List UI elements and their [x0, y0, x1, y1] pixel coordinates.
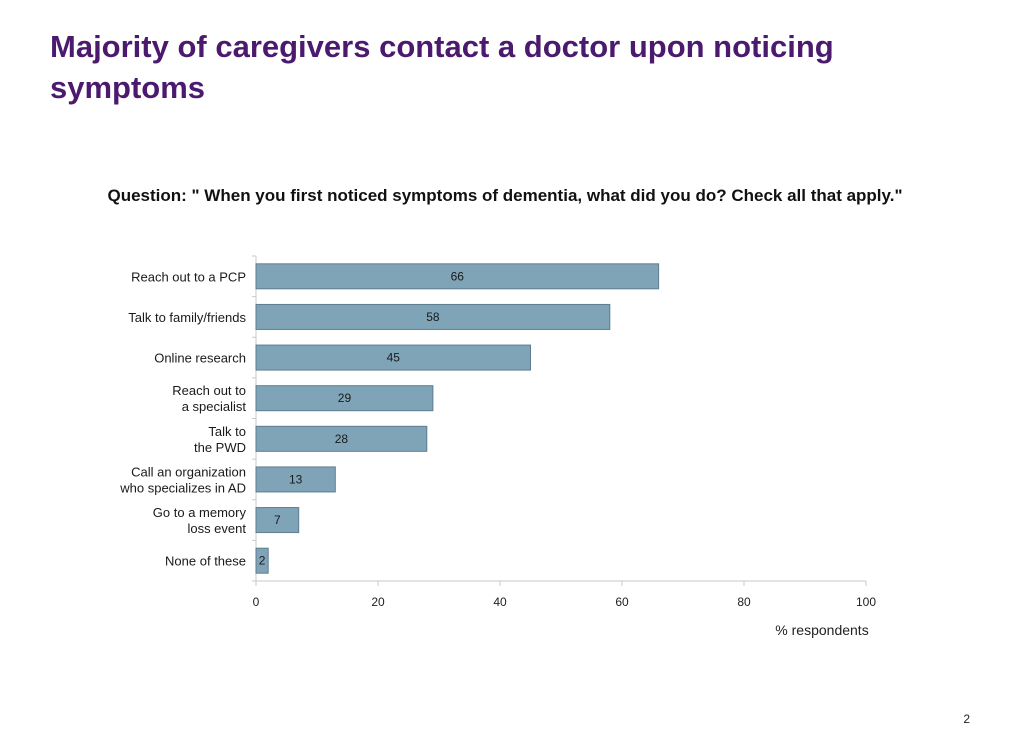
category-label: Reach out to [172, 383, 246, 398]
x-tick-label: 100 [856, 595, 876, 609]
bar [255, 466, 336, 493]
category-label: Call an organization [131, 464, 246, 479]
bar [255, 385, 434, 412]
page-number: 2 [963, 712, 970, 726]
bar-value-label: 7 [274, 513, 281, 527]
category-label: None of these [165, 554, 246, 569]
bar-value-label: 13 [289, 472, 303, 486]
bar-value-label: 45 [387, 351, 401, 365]
bar [255, 547, 269, 574]
chart-title: Question: " When you first noticed sympt… [107, 186, 903, 205]
bar-value-label: 66 [451, 269, 465, 283]
bar-value-label: 58 [426, 310, 440, 324]
category-label: Go to a memory [153, 505, 247, 520]
category-label: Talk to family/friends [128, 310, 246, 325]
bar [255, 303, 611, 330]
category-label: Online research [154, 351, 246, 366]
bar-value-label: 29 [338, 391, 352, 405]
category-label: loss event [187, 521, 246, 536]
category-label: Talk to [208, 424, 246, 439]
x-tick-label: 80 [737, 595, 751, 609]
x-tick-label: 40 [493, 595, 507, 609]
category-label: who specializes in AD [119, 480, 246, 495]
bar [255, 263, 660, 290]
x-tick-label: 60 [615, 595, 629, 609]
bar [255, 425, 428, 452]
slide-title: Majority of caregivers contact a doctor … [50, 29, 834, 105]
x-axis-title: % respondents [775, 622, 868, 638]
bar [255, 344, 531, 371]
bar [255, 507, 300, 534]
x-tick-label: 0 [253, 595, 260, 609]
bar-value-label: 28 [335, 432, 349, 446]
bar-value-label: 2 [259, 554, 266, 568]
category-label: a specialist [182, 399, 247, 414]
category-label: Reach out to a PCP [131, 269, 246, 284]
category-label: the PWD [194, 440, 246, 455]
x-tick-label: 20 [371, 595, 385, 609]
